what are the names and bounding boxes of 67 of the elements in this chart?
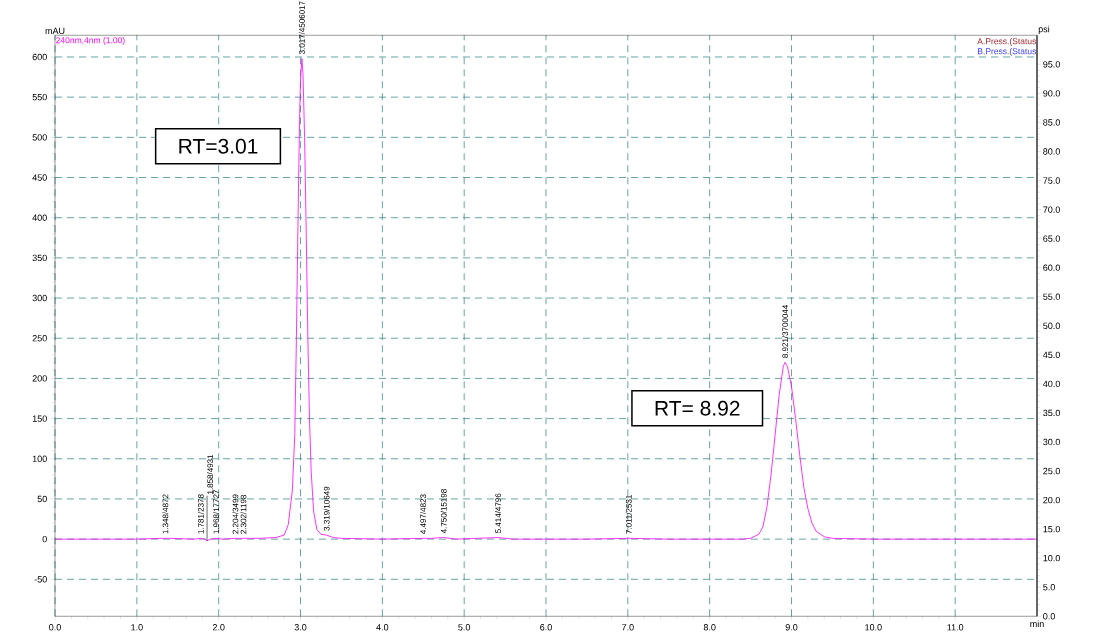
y-tick-label: 300: [32, 294, 47, 302]
annotation: RT= 8.92: [655, 400, 740, 416]
y2-tick-label: 20.0: [1043, 497, 1060, 504]
y2-axis-title: psi: [1038, 25, 1050, 35]
annotation: 4.497/4823: [420, 494, 426, 535]
x-tick-label: 3.0: [294, 624, 307, 631]
y2-tick-label: 15.0: [1043, 526, 1060, 533]
x-axis-title: min: [1030, 620, 1044, 628]
text: 240nm,4nm (1.00): [56, 37, 125, 45]
y-tick-label: 600: [32, 53, 47, 61]
annotation: 3.017/4506017: [298, 1, 305, 55]
annotation: 1.348/4872: [162, 494, 169, 534]
annotation: 1.781/2378: [197, 494, 204, 534]
legend-label: A.Press.(Status: [977, 38, 1036, 46]
x-tick-label: 9.0: [785, 624, 798, 631]
y2-tick-label: 25.0: [1043, 467, 1060, 475]
y2-tick-label: 55.0: [1043, 293, 1060, 301]
y-tick-label: -50: [34, 576, 47, 583]
y-axis-title: mAU: [45, 27, 65, 35]
y2-tick-label: 5.0: [1043, 584, 1055, 591]
y2-tick-label: 10.0: [1043, 555, 1060, 562]
legend-label: B.Press.(Status: [977, 48, 1036, 56]
annotation: 2.204/3499: [232, 494, 239, 534]
x-tick-label: 7.0: [622, 624, 634, 631]
y2-tick-label: 30.0: [1043, 438, 1060, 446]
x-tick-label: 6.0: [540, 624, 552, 631]
y-tick-label: 450: [32, 174, 47, 181]
y-tick-label: 150: [32, 415, 47, 422]
annotation: 8.921/3700044: [782, 305, 788, 358]
annotation: 2.302/1198: [240, 495, 247, 534]
y2-tick-label: 0.0: [1043, 613, 1055, 620]
x-tick-label: 1.0: [131, 624, 143, 631]
y2-tick-label: 70.0: [1043, 206, 1060, 213]
y2-tick-label: 40.0: [1043, 380, 1060, 388]
x-tick-label: 8.0: [703, 624, 716, 631]
y2-tick-label: 50.0: [1043, 322, 1060, 330]
y-tick-label: 50: [37, 495, 47, 503]
x-tick-label: 10.0: [865, 624, 882, 631]
y2-tick-label: 60.0: [1043, 264, 1060, 271]
y-tick-label: 250: [32, 335, 47, 342]
y-tick-label: 500: [32, 134, 47, 141]
y-tick-label: 200: [32, 375, 47, 382]
annotation: 5.414/4796: [495, 493, 501, 534]
y2-tick-label: 45.0: [1043, 351, 1060, 359]
x-tick-label: 4.0: [376, 624, 389, 631]
y2-tick-label: 65.0: [1043, 235, 1060, 242]
y-tick-label: 0: [42, 536, 47, 543]
annotation: 4.750/15198: [440, 489, 447, 534]
y2-tick-label: 35.0: [1043, 409, 1060, 417]
annotation: 3.319/10649: [323, 486, 330, 531]
annotation: 1.968/17727: [213, 490, 219, 534]
x-tick-label: 2.0: [212, 624, 225, 631]
x-tick-label: 0.0: [49, 624, 61, 631]
y2-tick-label: 95.0: [1043, 61, 1060, 68]
y2-tick-label: 75.0: [1043, 177, 1060, 184]
y-tick-label: 350: [32, 254, 47, 262]
y2-tick-label: 80.0: [1043, 148, 1060, 155]
y-tick-label: 550: [32, 94, 47, 101]
annotation: 7.011/2531: [625, 495, 632, 534]
y2-tick-label: 85.0: [1043, 119, 1060, 126]
annotation: 1.858/4931: [207, 455, 213, 495]
annotation: RT=3.01: [179, 138, 258, 154]
y2-tick-label: 90.0: [1043, 90, 1060, 97]
y-tick-label: 400: [32, 214, 47, 221]
y-tick-label: 100: [32, 455, 47, 463]
x-tick-label: 11.0: [947, 624, 964, 631]
x-tick-label: 5.0: [458, 624, 471, 631]
